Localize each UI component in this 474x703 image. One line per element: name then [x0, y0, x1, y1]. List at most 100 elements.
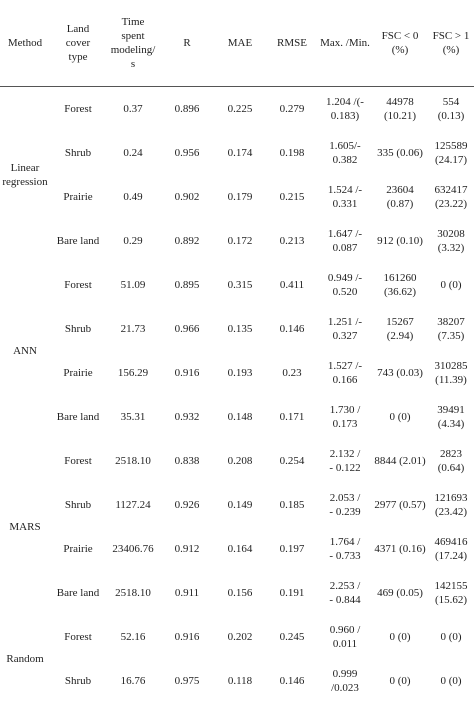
land-cover-cell: Bare land — [56, 234, 100, 247]
maxmin-cell: 1.527 /- 0.166 — [327, 359, 363, 386]
time-cell: 2518.10 — [115, 454, 151, 467]
table-row: Shrub 0.24 0.956 0.174 0.198 1.605/- 0.382 335 … — [0, 131, 474, 175]
maxmin-cell: 0.960 /0.011 — [329, 623, 361, 650]
time-cell: 23406.76 — [112, 542, 154, 555]
land-cover-cell: Forest — [64, 102, 92, 115]
r-cell: 0.975 — [174, 674, 200, 687]
fsc-lt0-cell: 44978 (10.21) — [383, 95, 417, 122]
fsc-gt1-cell: 310285 (11.39) — [434, 359, 468, 386]
fsc-lt0-cell: 469 (0.05) — [377, 586, 423, 599]
time-cell: 16.76 — [120, 674, 146, 687]
mae-cell: 0.174 — [227, 146, 253, 159]
fsc-gt1-cell: 121693 (23.42) — [434, 491, 468, 518]
time-cell: 0.24 — [123, 146, 143, 159]
maxmin-cell: 0.949 /- 0.520 — [327, 271, 363, 298]
land-cover-cell: Shrub — [64, 674, 92, 687]
land-cover-cell: Bare land — [56, 410, 100, 423]
table-row: Shrub 1127.24 0.926 0.149 0.185 2.053 /- 0.23… — [0, 483, 474, 527]
header-method: Method — [0, 0, 50, 87]
header-r: R — [160, 0, 214, 87]
maxmin-cell: 2.253 /- 0.844 — [329, 579, 361, 606]
maxmin-cell: 2.053 /- 0.239 — [329, 491, 361, 518]
header-row: Method Land cover type Time spent modeli… — [0, 0, 474, 87]
mae-cell: 0.156 — [227, 586, 253, 599]
r-cell: 0.932 — [174, 410, 200, 423]
land-cover-cell: Bare land — [56, 586, 100, 599]
table-row: Prairie 23406.76 0.912 0.164 0.197 1.764 /- 0… — [0, 527, 474, 571]
land-cover-cell: Prairie — [63, 366, 93, 379]
mae-cell: 0.149 — [227, 498, 253, 511]
rmse-cell: 0.245 — [279, 630, 305, 643]
fsc-gt1-cell: 39491 (4.34) — [437, 403, 465, 430]
time-cell: 51.09 — [120, 278, 146, 291]
fsc-lt0-cell: 0 (0) — [389, 630, 411, 643]
header-time: Time spent modeling/ s — [106, 0, 160, 87]
rmse-cell: 0.197 — [279, 542, 305, 555]
mae-cell: 0.225 — [227, 102, 253, 115]
method-cell: ANN — [13, 344, 37, 357]
header-rmse: RMSE — [266, 0, 318, 87]
table-row: MARS Forest 2518.10 0.838 0.208 0.254 2.132 /-… — [0, 439, 474, 533]
mae-cell: 0.315 — [227, 278, 253, 291]
fsc-lt0-cell: 0 (0) — [389, 674, 411, 687]
header-land-cover: Land cover type — [50, 0, 106, 87]
table-row: Shrub 21.73 0.966 0.135 0.146 1.251 /- 0.327 15… — [0, 307, 474, 351]
mae-cell: 0.208 — [227, 454, 253, 467]
rmse-cell: 0.191 — [279, 586, 305, 599]
mae-cell: 0.164 — [227, 542, 253, 555]
method-cell: MARS — [9, 520, 41, 533]
maxmin-cell: 1.251 /- 0.327 — [327, 315, 363, 342]
mae-cell: 0.202 — [227, 630, 253, 643]
fsc-lt0-cell: 743 (0.03) — [377, 366, 423, 379]
method-cell: Linear regression — [2, 161, 48, 188]
fsc-lt0-cell: 15267 (2.94) — [386, 315, 414, 342]
r-cell: 0.896 — [174, 102, 200, 115]
time-cell: 0.37 — [123, 102, 143, 115]
table-body: Linear regression Forest 0.37 0.896 0.225 0.27… — [0, 87, 474, 703]
mae-cell: 0.148 — [227, 410, 253, 423]
table-row: Random Forest 52.16 0.916 0.202 0.245 0.960 /0… — [0, 615, 474, 665]
fsc-gt1-cell: 469416 (17.24) — [434, 535, 468, 562]
maxmin-cell: 0.999/0.023 — [331, 667, 359, 694]
time-cell: 52.16 — [120, 630, 146, 643]
land-cover-cell: Forest — [64, 278, 92, 291]
header-fsc-gt1: FSC > 1 (%) — [428, 0, 474, 87]
maxmin-cell: 1.524 /- 0.331 — [327, 183, 363, 210]
fsc-gt1-cell: 38207 (7.35) — [437, 315, 465, 342]
rmse-cell: 0.213 — [279, 234, 305, 247]
header-mae: MAE — [214, 0, 266, 87]
fsc-gt1-cell: 0 (0) — [440, 674, 462, 687]
table-row: Bare land 2518.10 0.911 0.156 0.191 2.253 /- … — [0, 571, 474, 615]
land-cover-cell: Prairie — [63, 542, 93, 555]
method-cell: Random — [6, 652, 44, 665]
table-row: Linear regression Forest 0.37 0.896 0.225 0.27… — [0, 87, 474, 188]
r-cell: 0.912 — [174, 542, 200, 555]
r-cell: 0.838 — [174, 454, 200, 467]
time-cell: 1127.24 — [115, 498, 151, 511]
fsc-gt1-cell: 0 (0) — [440, 278, 462, 291]
fsc-gt1-cell: 632417 (23.22) — [434, 183, 468, 210]
time-cell: 35.31 — [120, 410, 146, 423]
fsc-gt1-cell: 554 (0.13) — [437, 95, 465, 122]
maxmin-cell: 1.764 /- 0.733 — [329, 535, 361, 562]
fsc-lt0-cell: 335 (0.06) — [377, 146, 423, 159]
r-cell: 0.966 — [174, 322, 200, 335]
time-cell: 21.73 — [120, 322, 146, 335]
mae-cell: 0.172 — [227, 234, 253, 247]
maxmin-cell: 1.204 /(- 0.183) — [326, 95, 364, 122]
mae-cell: 0.179 — [227, 190, 253, 203]
rmse-cell: 0.279 — [279, 102, 305, 115]
table-row: ANN Forest 51.09 0.895 0.315 0.411 0.949 /- 0.5… — [0, 263, 474, 357]
rmse-cell: 0.146 — [279, 322, 305, 335]
land-cover-cell: Shrub — [64, 498, 92, 511]
r-cell: 0.926 — [174, 498, 200, 511]
table-row: Prairie 156.29 0.916 0.193 0.23 1.527 /- 0.166… — [0, 351, 474, 395]
table-row: Shrub 16.76 0.975 0.118 0.146 0.999/0.023 0 (0… — [0, 659, 474, 703]
time-cell: 0.49 — [123, 190, 143, 203]
rmse-cell: 0.146 — [279, 674, 305, 687]
r-cell: 0.956 — [174, 146, 200, 159]
fsc-gt1-cell: 142155 (15.62) — [434, 579, 468, 606]
r-cell: 0.911 — [174, 586, 200, 599]
rmse-cell: 0.198 — [279, 146, 305, 159]
time-cell: 156.29 — [117, 366, 149, 379]
